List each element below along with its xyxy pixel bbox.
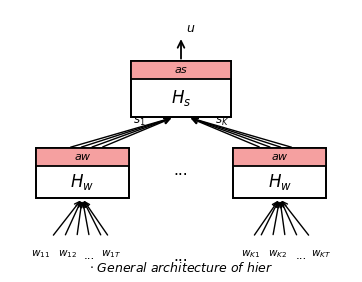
Text: $w_{KT}$: $w_{KT}$	[311, 248, 331, 260]
Text: aw: aw	[272, 152, 288, 162]
Bar	[131, 61, 231, 117]
Bar	[131, 61, 231, 79]
Text: ...: ...	[296, 248, 307, 261]
Text: $w_{11}$: $w_{11}$	[31, 248, 50, 260]
Text: ...: ...	[84, 248, 95, 261]
Bar	[233, 148, 327, 166]
Bar	[35, 148, 129, 166]
Text: $s_1$: $s_1$	[132, 115, 145, 128]
Text: ...: ...	[174, 248, 188, 263]
Text: aw: aw	[74, 152, 90, 162]
Text: $w_{K1}$: $w_{K1}$	[241, 248, 261, 260]
Bar	[233, 148, 327, 198]
Bar	[131, 61, 231, 117]
Text: as: as	[175, 65, 187, 75]
Text: $H_s$: $H_s$	[171, 88, 191, 108]
Text: $w_{K2}$: $w_{K2}$	[269, 248, 287, 260]
Text: $\cdot$ General architecture of hier: $\cdot$ General architecture of hier	[89, 261, 273, 275]
Text: u: u	[186, 22, 194, 35]
Bar	[35, 148, 129, 198]
Text: $H_w$: $H_w$	[70, 172, 94, 192]
Text: ...: ...	[174, 163, 188, 178]
Text: $H_w$: $H_w$	[268, 172, 292, 192]
Text: $w_{1T}$: $w_{1T}$	[101, 248, 121, 260]
Bar	[233, 148, 327, 198]
Text: $s_K$: $s_K$	[215, 115, 230, 128]
Bar	[35, 148, 129, 198]
Text: $w_{12}$: $w_{12}$	[58, 248, 77, 260]
